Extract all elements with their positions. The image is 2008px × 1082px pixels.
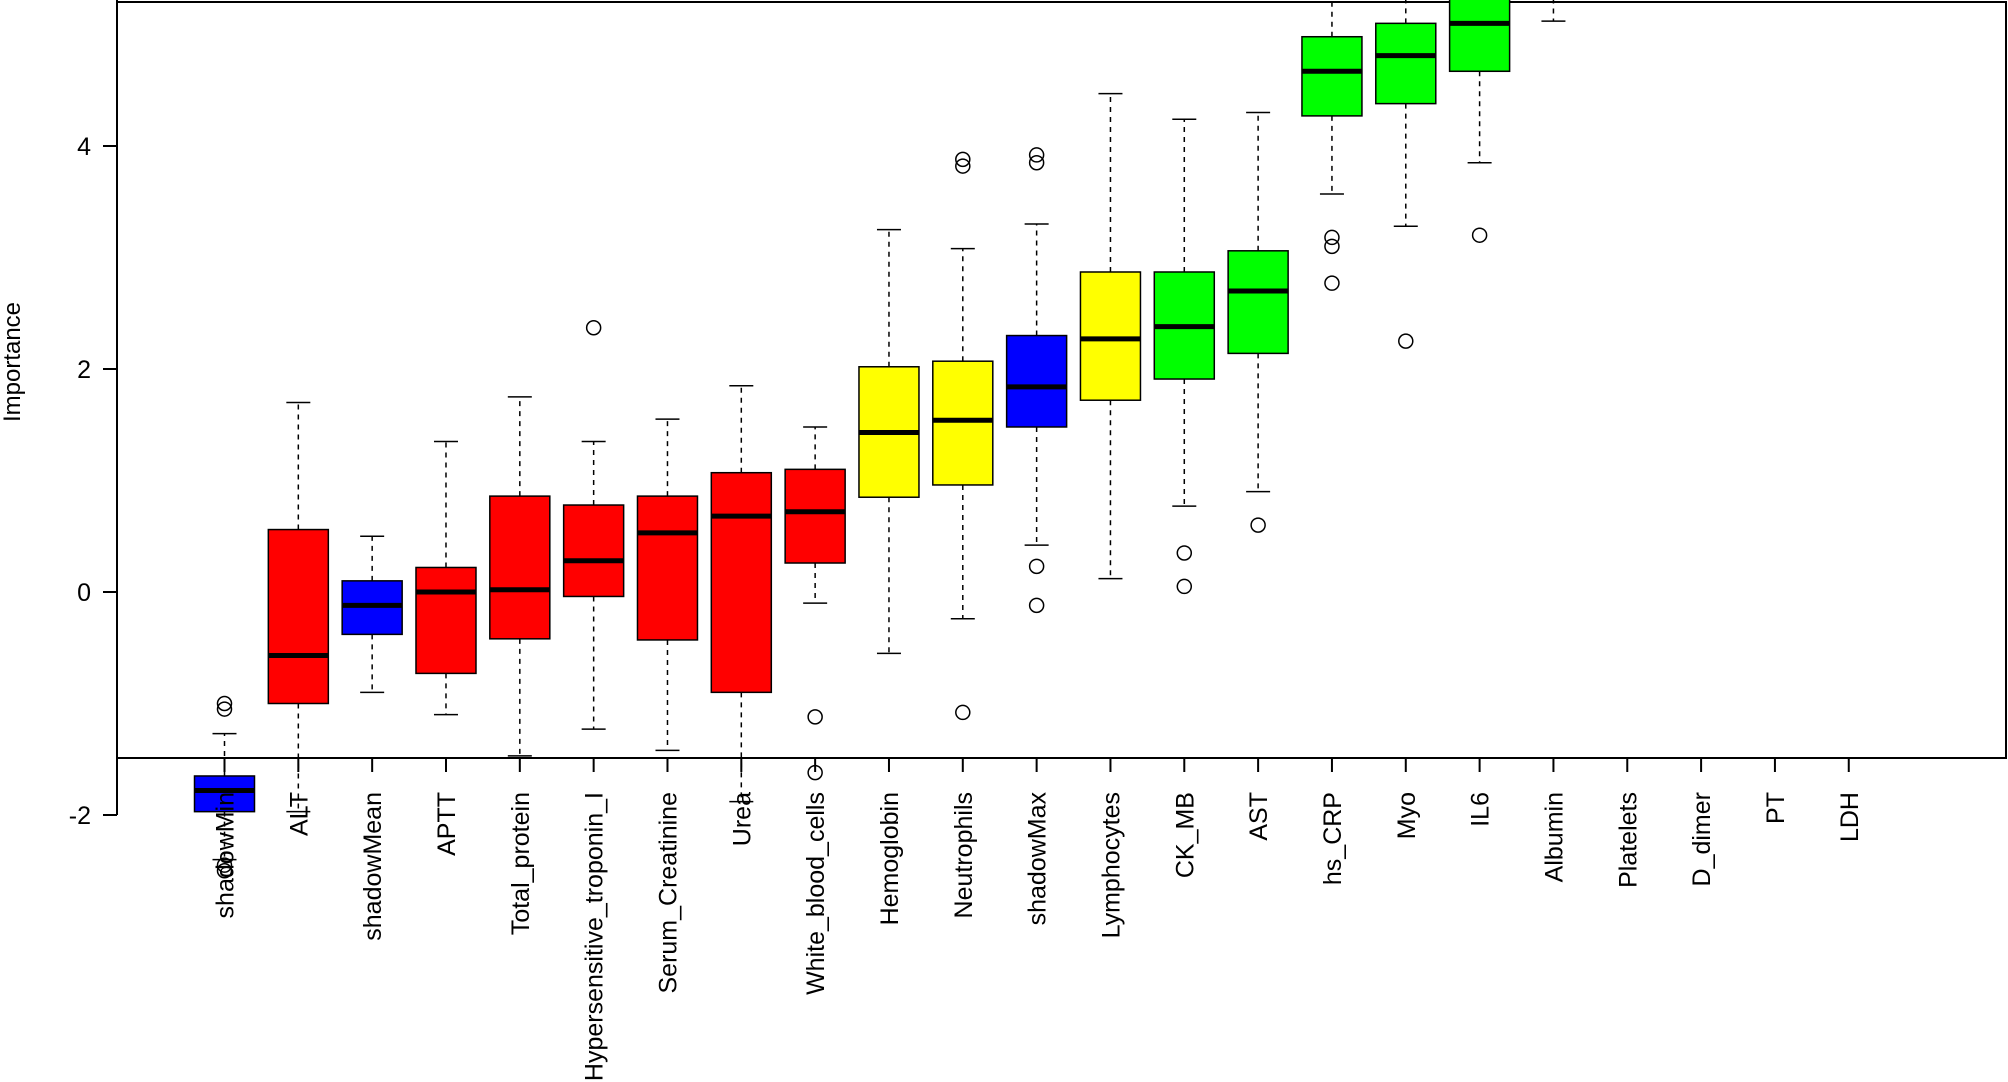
box-Urea bbox=[710, 384, 773, 803]
box-body bbox=[415, 566, 477, 675]
outlier-point bbox=[1324, 238, 1340, 255]
x-axis: shadowMin ALT shadowMean APTT Total_protein H… bbox=[212, 757, 1864, 1081]
outlier-point bbox=[1028, 147, 1045, 163]
box-body bbox=[784, 468, 846, 564]
box-group bbox=[193, 0, 1566, 879]
box-CK_MB bbox=[1153, 118, 1216, 595]
x-tick-label: Total_protein bbox=[507, 792, 535, 935]
box-body bbox=[489, 495, 551, 640]
box-body bbox=[1227, 250, 1289, 355]
outlier-point bbox=[955, 151, 971, 168]
x-tick-label: ALT bbox=[285, 792, 313, 836]
outlier-point bbox=[1250, 517, 1266, 533]
x-tick-label: IL6 bbox=[1467, 792, 1495, 827]
box-shadowMax bbox=[1005, 147, 1068, 614]
box-body bbox=[1448, 0, 1511, 73]
x-tick-label: hs_CRP bbox=[1319, 792, 1347, 885]
box-White_blood_cells bbox=[784, 426, 846, 781]
box-APTT bbox=[415, 440, 477, 716]
x-tick-label: LDH bbox=[1836, 792, 1864, 842]
outlier-point bbox=[1324, 229, 1340, 246]
x-tick-label: shadowMax bbox=[1024, 792, 1052, 926]
x-tick-label: D_dimer bbox=[1688, 792, 1716, 886]
outlier-point bbox=[216, 857, 233, 873]
x-tick-label: PT bbox=[1762, 792, 1790, 824]
box-body bbox=[710, 471, 773, 694]
box-body bbox=[193, 775, 256, 813]
box-Albumin bbox=[1541, 0, 1566, 22]
y-tick-label: -2 bbox=[69, 802, 91, 830]
x-tick-label: CK_MB bbox=[1171, 792, 1199, 878]
y-tick-label: 0 bbox=[77, 579, 91, 607]
outlier-point bbox=[1471, 227, 1488, 243]
box-body bbox=[932, 360, 994, 486]
box-body bbox=[562, 504, 625, 598]
box-Neutrophils bbox=[932, 151, 994, 721]
x-tick-label: White_blood_cells bbox=[802, 792, 830, 995]
y-axis-title: Importance bbox=[0, 302, 26, 422]
y-axis: -20246810 bbox=[69, 0, 118, 830]
outlier-point bbox=[955, 704, 971, 721]
x-tick-label: Albumin bbox=[1540, 792, 1568, 882]
x-tick-label: shadowMean bbox=[359, 792, 387, 941]
outlier-point bbox=[807, 709, 823, 725]
box-body bbox=[1005, 334, 1068, 428]
box-body bbox=[1375, 22, 1437, 105]
x-tick-label: AST bbox=[1245, 792, 1273, 841]
outlier-point bbox=[216, 695, 233, 712]
box-Hemoglobin bbox=[858, 228, 920, 655]
outlier-point bbox=[955, 158, 971, 174]
outlier-point bbox=[1028, 558, 1045, 575]
outlier-point bbox=[216, 863, 233, 879]
outlier-point bbox=[1324, 275, 1340, 291]
box-ALT bbox=[267, 401, 330, 813]
x-tick-label: Hypersensitive_troponin_I bbox=[581, 792, 609, 1081]
x-tick-label: Platelets bbox=[1614, 792, 1642, 888]
box-body bbox=[267, 528, 330, 705]
box-IL6 bbox=[1448, 0, 1511, 243]
box-AST bbox=[1227, 111, 1289, 533]
box-Hypersensitive_troponin_I bbox=[562, 319, 625, 730]
box-Serum_Creatinine bbox=[636, 418, 699, 752]
outlier-point bbox=[1176, 578, 1193, 595]
box-shadowMin bbox=[193, 695, 256, 879]
box-hs_CRP bbox=[1301, 0, 1363, 291]
x-tick-label: Serum_Creatinine bbox=[654, 792, 682, 994]
box-body bbox=[1079, 271, 1142, 401]
y-tick-label: 2 bbox=[77, 356, 91, 384]
x-tick-label: Urea bbox=[728, 792, 756, 846]
x-tick-label: APTT bbox=[433, 792, 461, 856]
outlier-point bbox=[1028, 154, 1045, 171]
outlier-point bbox=[1028, 597, 1045, 614]
outlier-point bbox=[585, 319, 602, 336]
box-Lymphocytes bbox=[1079, 92, 1142, 580]
x-tick-label: Lymphocytes bbox=[1097, 792, 1125, 938]
box-shadowMean bbox=[341, 535, 403, 694]
y-tick-label: 4 bbox=[77, 133, 91, 161]
box-body bbox=[1301, 35, 1363, 117]
x-tick-label: Myo bbox=[1393, 792, 1421, 839]
outlier-point bbox=[216, 701, 233, 717]
x-tick-label: shadowMin bbox=[212, 792, 240, 918]
outlier-point bbox=[1176, 545, 1193, 561]
box-Myo bbox=[1375, 0, 1437, 349]
box-Total_protein bbox=[489, 396, 551, 757]
outlier-point bbox=[1398, 333, 1414, 349]
box-body bbox=[636, 495, 699, 641]
x-tick-label: Hemoglobin bbox=[876, 792, 904, 925]
x-tick-label: Neutrophils bbox=[950, 792, 978, 918]
